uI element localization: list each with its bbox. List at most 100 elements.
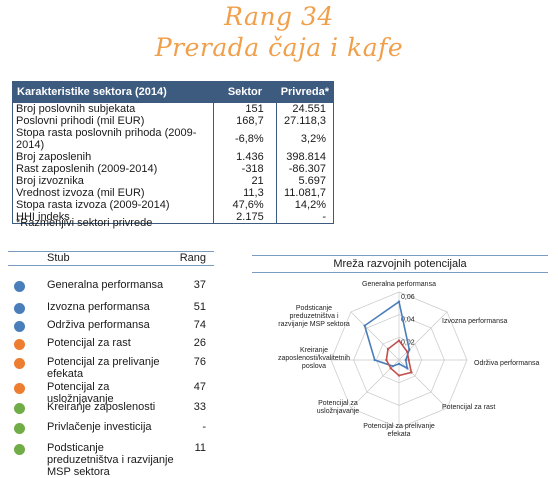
pillar-rank: 33 xyxy=(193,401,206,413)
row-label: Stopa rasta izvoza (2009-2014) xyxy=(11,199,215,211)
col-header-sector: Sektor xyxy=(213,81,277,103)
pillar-color-dot xyxy=(14,423,25,434)
pillar-column-header: Stub xyxy=(47,252,70,264)
pillars-list: Stub Rang Generalna performansa 37 Izvozna… xyxy=(8,251,214,478)
table-row: Rast zaposlenih (2009-2014) -318 -86.307 xyxy=(11,163,335,175)
characteristics-header-row: Karakteristike sektora (2014) Sektor Pri… xyxy=(11,81,335,103)
pillar-label: Potencijal za usložnjavanje xyxy=(47,381,114,405)
row-label: Stopa rasta poslovnih prihoda (2009-2014… xyxy=(11,127,215,151)
radar-title: Mreža razvojnih potencijala xyxy=(252,255,548,273)
pillar-rank: 37 xyxy=(193,279,206,291)
radar-axis-label: Kreiranje zaposlenosti/kvalitetnih poslova xyxy=(278,347,350,370)
row-label: Broj izvoznika xyxy=(11,175,215,187)
rank-title: Rang 34 xyxy=(224,2,334,31)
sector-title: Prerada čaja i kafe xyxy=(154,33,404,62)
radar-point xyxy=(397,300,401,303)
radar-axis-label: Održiva performansa xyxy=(474,360,539,367)
sector-value: -6,8% xyxy=(213,127,277,151)
radar-axis-label: Potencijal za usložnjavanje xyxy=(317,400,360,415)
radar-spoke xyxy=(350,311,400,361)
table-row: Broj poslovnih subjekata 151 24.551 xyxy=(11,102,335,115)
row-label: Vrednost izvoza (mil EUR) xyxy=(11,187,215,199)
pillar-label: Potencijal za rast xyxy=(47,337,131,349)
pillar-rank: 74 xyxy=(193,319,206,331)
economy-value: 27.118,3 xyxy=(275,115,335,127)
pillar-label: Privlačenje investicija xyxy=(47,421,152,433)
economy-value: -86.307 xyxy=(275,163,335,175)
pillar-label: Podsticanje preduzetništva i razvijanje … xyxy=(47,442,174,478)
pillar-label: Potencijal za prelivanje efekata xyxy=(47,356,160,380)
pillar-color-dot xyxy=(14,303,25,314)
radar-point xyxy=(391,364,395,368)
pillar-label: Održiva performansa xyxy=(47,319,150,331)
pillar-rank: - xyxy=(202,421,206,433)
radar-point xyxy=(406,367,409,370)
radar-axis-label: Potencijal za rast xyxy=(442,404,495,411)
row-label: Broj zaposlenih xyxy=(11,151,215,163)
table-row: Stopa rasta izvoza (2009-2014) 47,6% 14,… xyxy=(11,199,335,211)
pillar-color-dot xyxy=(14,321,25,332)
radar-axis-label: Generalna performansa xyxy=(362,281,436,288)
col-header-characteristic: Karakteristike sektora (2014) xyxy=(11,81,215,103)
pillar-color-dot xyxy=(14,358,25,369)
col-header-economy: Privreda* xyxy=(275,81,335,103)
sector-value: 11,3 xyxy=(213,187,277,199)
radar-point xyxy=(406,350,409,353)
sector-value: -318 xyxy=(213,163,277,175)
economy-value: 14,2% xyxy=(275,199,335,211)
pillar-label: Kreiranje zaposlenosti xyxy=(47,401,156,413)
radar-point xyxy=(404,358,407,362)
row-label: Poslovni prihodi (mil EUR) xyxy=(11,115,215,127)
characteristics-table: Karakteristike sektora (2014) Sektor Pri… xyxy=(11,81,335,224)
radar-point xyxy=(407,358,410,362)
sector-value: 168,7 xyxy=(213,115,277,127)
radar-axis-label: Podsticanje preduzetništva i razvijanje MS… xyxy=(278,305,350,328)
pillar-color-dot xyxy=(14,403,25,414)
economy-value: - xyxy=(275,211,335,224)
economy-value: 398.814 xyxy=(275,151,335,163)
radar-point xyxy=(363,324,366,327)
pillar-color-dot xyxy=(14,383,25,394)
row-label: Rast zaposlenih (2009-2014) xyxy=(11,163,215,175)
pillar-label: Izvozna performansa xyxy=(47,301,150,313)
radar-spoke xyxy=(350,359,400,409)
economy-value: 24.551 xyxy=(275,102,335,115)
pillar-rank: 26 xyxy=(193,337,206,349)
table-row: Broj izvoznika 21 5.697 xyxy=(11,175,335,187)
radar-point xyxy=(373,358,376,362)
pillar-rank: 11 xyxy=(194,442,206,454)
rank-column-header: Rang xyxy=(179,252,206,264)
row-label: Broj poslovnih subjekata xyxy=(11,102,215,115)
radar-point xyxy=(408,348,411,351)
table-row: HHI indeks 2.175 - xyxy=(11,211,335,224)
radar-tick-label: 0,04 xyxy=(401,317,415,324)
sector-value: 1.436 xyxy=(213,151,277,163)
table-row: Vrednost izvoza (mil EUR) 11,3 11.081,7 xyxy=(11,187,335,199)
pillar-rank: 51 xyxy=(193,301,206,313)
table-row: Poslovni prihodi (mil EUR) 168,7 27.118,… xyxy=(11,115,335,127)
row-label: HHI indeks xyxy=(11,211,215,224)
pillar-color-dot xyxy=(14,444,25,455)
economy-value: 5.697 xyxy=(275,175,335,187)
table-footnote: *Razmenjivi sektori privrede xyxy=(16,217,153,229)
sector-value: 21 xyxy=(213,175,277,187)
sector-value: 47,6% xyxy=(213,199,277,211)
pillar-rank: 76 xyxy=(193,356,206,368)
economy-value: 11.081,7 xyxy=(275,187,335,199)
pillar-color-dot xyxy=(14,281,25,292)
table-row: Broj zaposlenih 1.436 398.814 xyxy=(11,151,335,163)
radar-axis-label: Izvozna performansa xyxy=(442,318,507,325)
pillar-label: Generalna performansa xyxy=(47,279,164,291)
economy-value: 3,2% xyxy=(275,127,335,151)
pillar-color-dot xyxy=(14,339,25,350)
sector-value: 2.175 xyxy=(213,211,277,224)
radar-point xyxy=(386,347,390,351)
radar-point xyxy=(389,367,392,370)
radar-point xyxy=(397,362,401,366)
radar-point xyxy=(397,374,401,377)
pillar-rank: 47 xyxy=(193,381,206,393)
radar-axis-label: Potencijal za prelivanje efekata xyxy=(363,423,435,438)
radar-point xyxy=(410,371,413,374)
sector-value: 151 xyxy=(213,102,277,115)
